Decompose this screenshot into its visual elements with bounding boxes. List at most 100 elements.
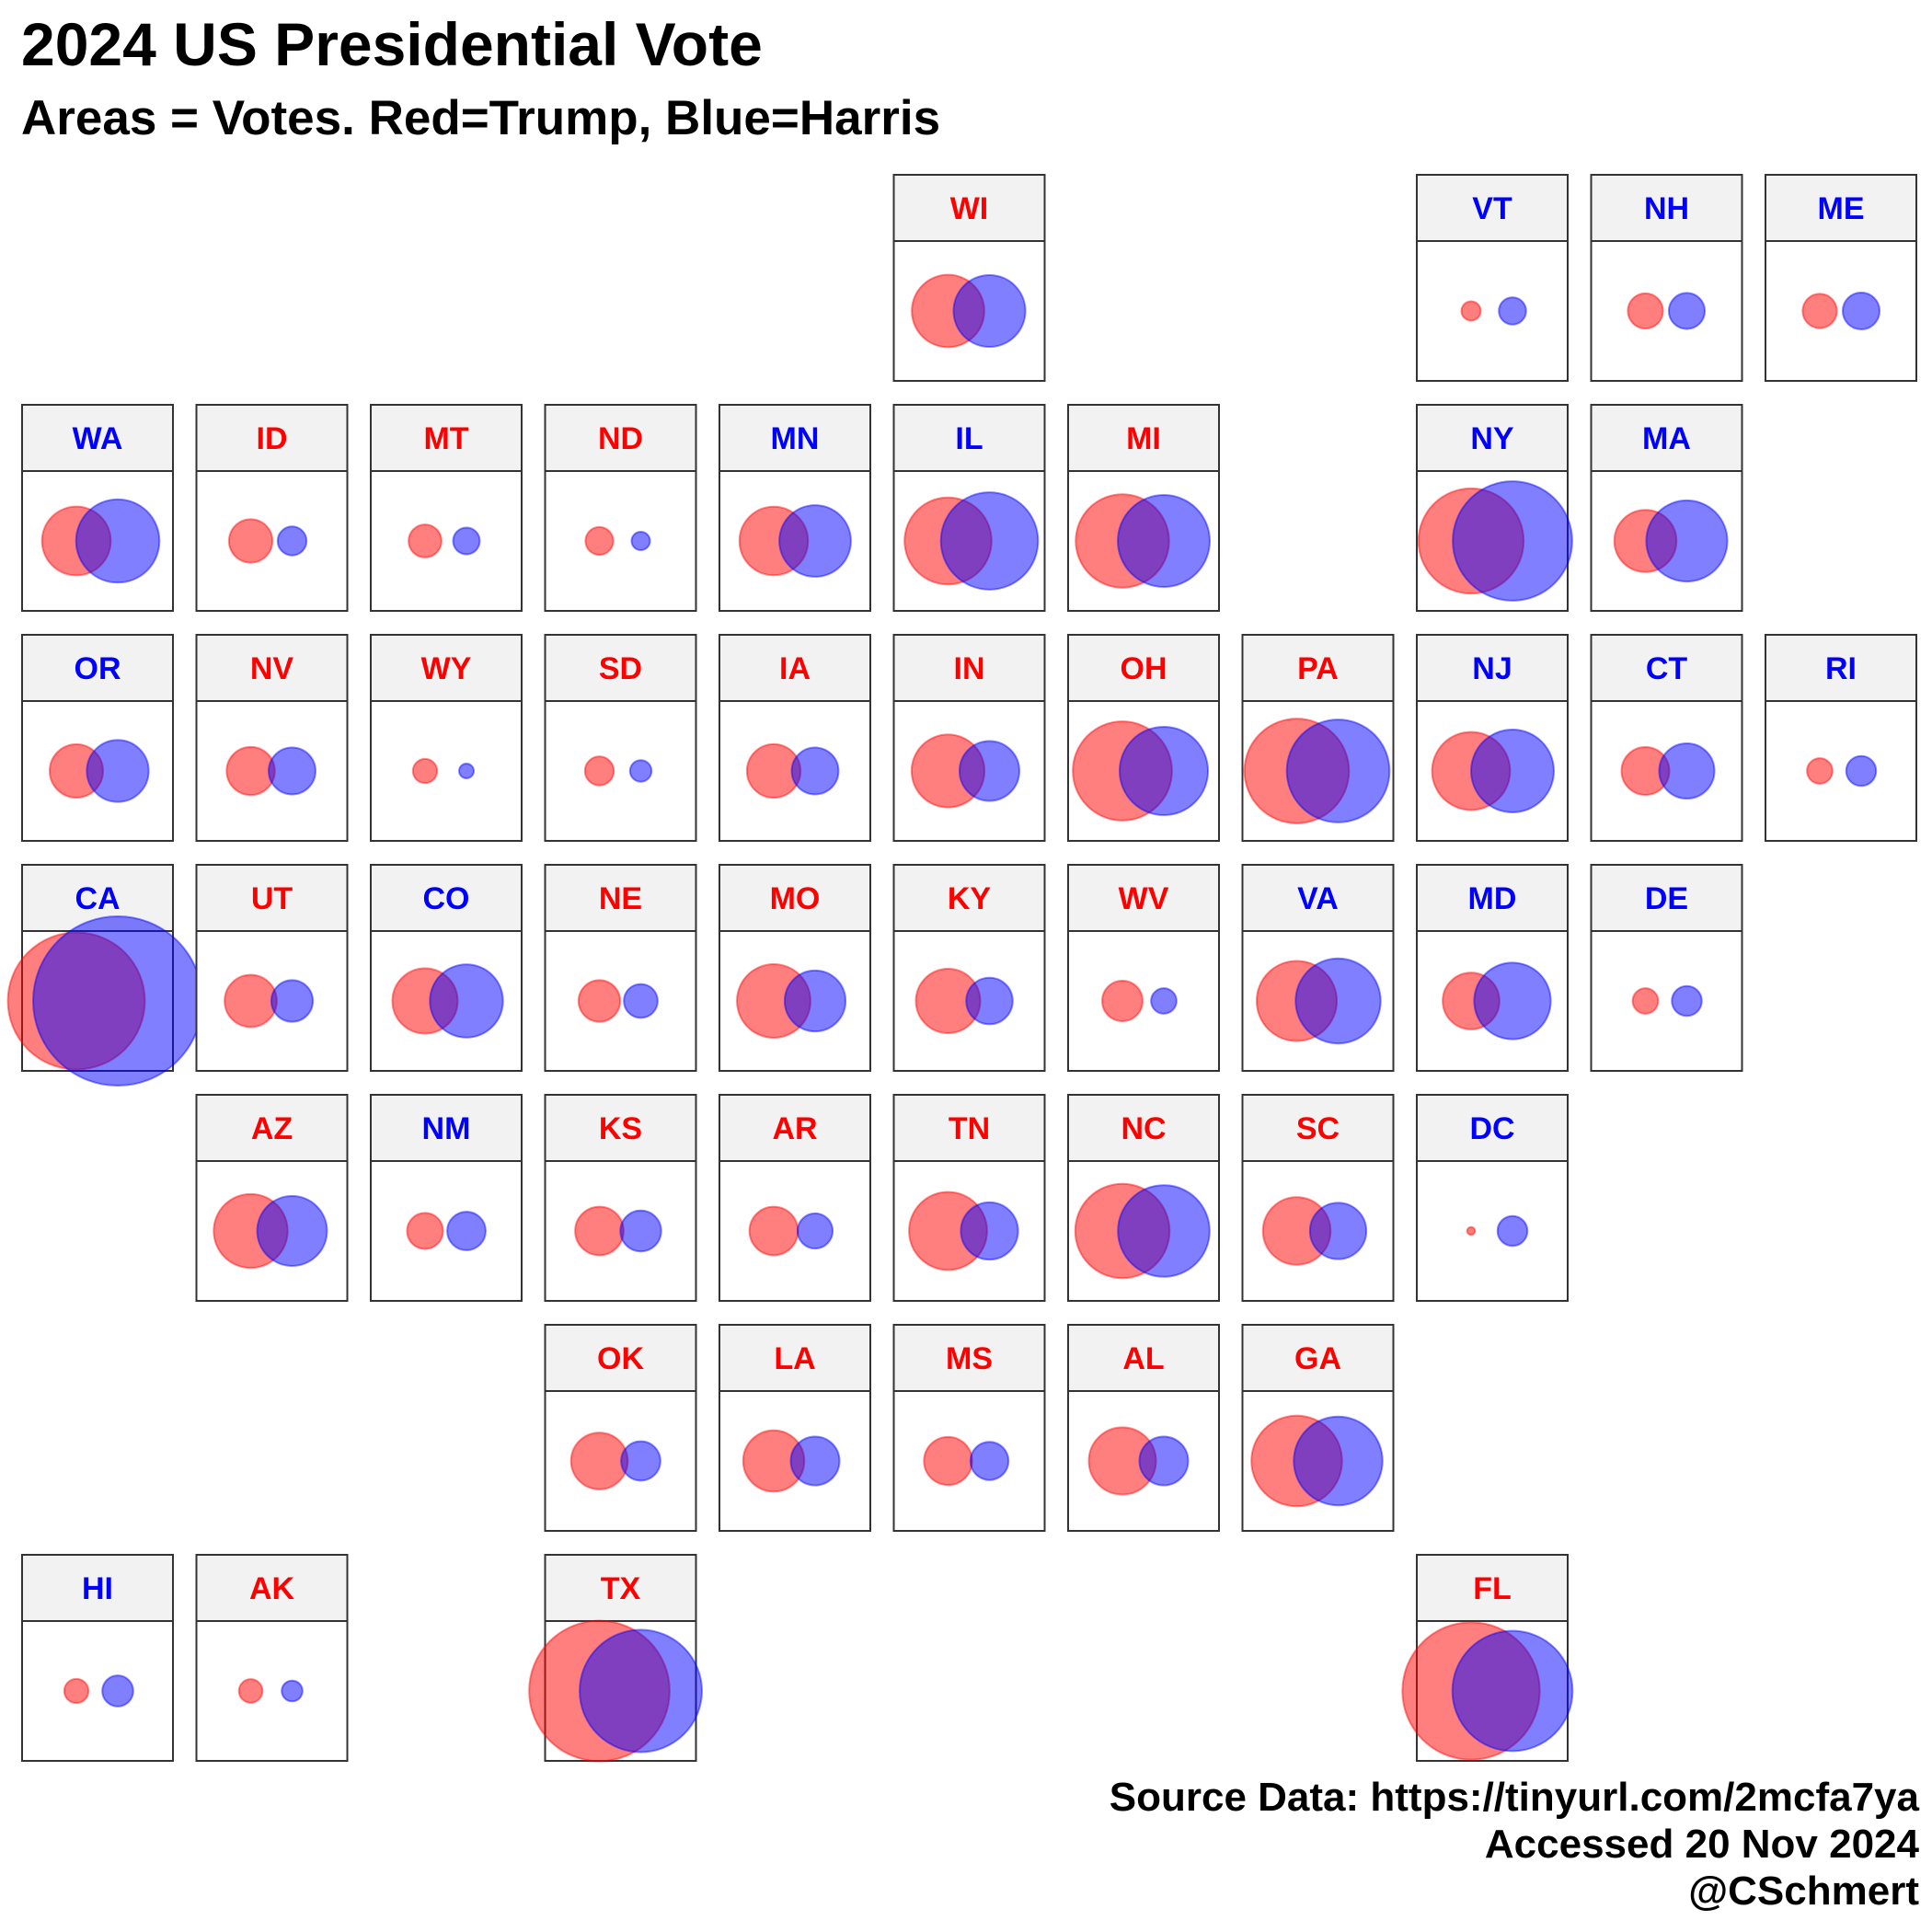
chart-subtitle: Areas = Votes. Red=Trump, Blue=Harris (21, 91, 941, 145)
state-tile-ms: MS (892, 1324, 1046, 1532)
state-tile-or: OR (21, 634, 174, 842)
tile-strip (1416, 404, 1569, 472)
state-label: MA (1642, 421, 1691, 456)
trump-bubble (225, 745, 276, 797)
state-tile-vt: VT (1416, 174, 1569, 382)
state-label: UT (251, 881, 293, 916)
state-label: NE (599, 881, 642, 916)
tile-strip (892, 1094, 1046, 1162)
tile-strip (719, 404, 871, 472)
harris-bubble (446, 1211, 487, 1251)
state-tile-md: MD (1416, 864, 1569, 1072)
trump-bubble (1627, 292, 1664, 330)
tile-strip (544, 634, 697, 702)
state-tile-ok: OK (544, 1324, 697, 1532)
state-tile-dc: DC (1416, 1094, 1569, 1302)
state-label: WY (421, 651, 472, 686)
harris-bubble (1667, 292, 1707, 330)
state-label: SD (599, 651, 642, 686)
tile-strip (21, 1554, 174, 1622)
harris-bubble (619, 1209, 662, 1253)
harris-bubble (1470, 729, 1555, 813)
trump-bubble (237, 1678, 264, 1704)
state-tile-al: AL (1067, 1324, 1220, 1532)
tile-strip (544, 1324, 697, 1392)
tile-strip (1067, 1324, 1220, 1392)
state-label: PA (1297, 651, 1339, 686)
chart-title: 2024 US Presidential Vote (21, 10, 763, 78)
state-label: IN (954, 651, 985, 686)
state-label: FL (1473, 1571, 1512, 1606)
harris-bubble (796, 1212, 834, 1250)
tile-strip (1590, 634, 1743, 702)
tile-strip (1590, 174, 1743, 242)
state-label: WA (73, 421, 123, 456)
trump-bubble (408, 523, 443, 558)
state-label: WV (1119, 881, 1169, 916)
state-label: MS (946, 1341, 993, 1376)
tile-strip (892, 864, 1046, 932)
state-tile-ca: CA (6, 864, 203, 1087)
trump-bubble (63, 1677, 90, 1705)
state-tile-il: IL (892, 404, 1046, 612)
tile-strip (370, 634, 523, 702)
harris-bubble (778, 504, 852, 578)
tile-strip (1416, 634, 1569, 702)
harris-bubble (1150, 987, 1178, 1015)
trump-bubble (748, 1205, 799, 1257)
state-tile-me: ME (1765, 174, 1917, 382)
state-label: NC (1121, 1111, 1166, 1146)
state-label: NY (1470, 421, 1514, 456)
state-tile-ar: AR (719, 1094, 871, 1302)
state-label: MI (1126, 421, 1161, 456)
state-label: OH (1121, 651, 1167, 686)
harris-bubble (1845, 754, 1878, 788)
trump-bubble (227, 518, 274, 564)
state-tile-ct: CT (1590, 634, 1743, 842)
harris-bubble (939, 491, 1040, 591)
state-tile-pa: PA (1241, 634, 1395, 842)
state-label: SC (1296, 1111, 1340, 1146)
harris-bubble (1658, 742, 1716, 800)
harris-bubble (789, 1435, 841, 1487)
state-tile-sd: SD (544, 634, 697, 842)
state-label: HI (82, 1571, 113, 1606)
state-tile-ne: NE (544, 864, 697, 1072)
state-label: NM (422, 1111, 471, 1146)
tile-strip (1590, 864, 1743, 932)
state-label: VT (1472, 191, 1512, 226)
tile-strip (1765, 174, 1917, 242)
state-tile-ks: KS (544, 1094, 697, 1302)
state-tile-nd: ND (544, 404, 697, 612)
state-label: NV (250, 651, 294, 686)
trump-bubble (577, 979, 622, 1023)
harris-bubble (270, 979, 315, 1023)
harris-bubble (256, 1195, 328, 1267)
tile-strip (21, 404, 174, 472)
state-tile-hi: HI (21, 1554, 174, 1762)
tile-strip (1590, 404, 1743, 472)
state-tile-mi: MI (1067, 404, 1220, 612)
harris-bubble (965, 976, 1014, 1026)
trump-bubble (406, 1212, 444, 1250)
harris-bubble (958, 740, 1021, 802)
state-tile-nv: NV (195, 634, 349, 842)
trump-bubble (1806, 757, 1834, 785)
harris-bubble (32, 915, 203, 1087)
tile-strip (370, 404, 523, 472)
state-label: MO (770, 881, 821, 916)
state-tile-ak: AK (195, 1554, 349, 1762)
harris-bubble (281, 1679, 304, 1703)
accessed-line: Accessed 20 Nov 2024 (1484, 1822, 1919, 1867)
harris-bubble (1473, 961, 1552, 1041)
state-tile-id: ID (195, 404, 349, 612)
trump-bubble (1466, 1225, 1477, 1236)
state-label: DC (1469, 1111, 1514, 1146)
trump-bubble (569, 1432, 629, 1490)
tile-strip (1067, 404, 1220, 472)
state-tile-ga: GA (1241, 1324, 1395, 1532)
state-label: KS (599, 1111, 642, 1146)
state-tile-in: IN (892, 634, 1046, 842)
state-label: GA (1294, 1341, 1341, 1376)
